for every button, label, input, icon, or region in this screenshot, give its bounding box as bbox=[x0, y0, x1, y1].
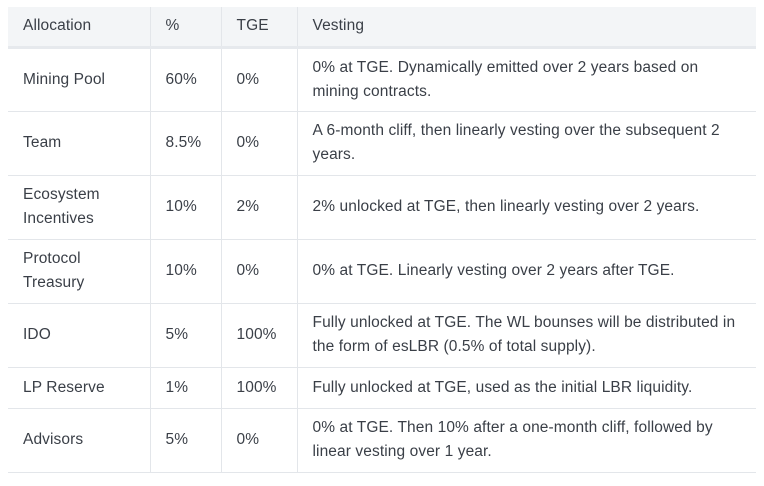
cell-percent: 60% bbox=[149, 47, 221, 112]
cell-allocation: Advisors bbox=[8, 408, 150, 473]
table-row: IDO 5% 100% Fully unlocked at TGE. The W… bbox=[8, 303, 756, 368]
cell-tge: 100% bbox=[220, 303, 297, 368]
table-body: Mining Pool 60% 0% 0% at TGE. Dynamicall… bbox=[8, 47, 756, 473]
header-vesting: Vesting bbox=[296, 7, 756, 47]
cell-tge: 2% bbox=[220, 175, 297, 240]
cell-tge: 0% bbox=[220, 239, 297, 304]
cell-vesting: A 6-month cliff, then linearly vesting o… bbox=[296, 111, 756, 176]
cell-allocation: IDO bbox=[8, 303, 150, 368]
table-row: Protocol Treasury 10% 0% 0% at TGE. Line… bbox=[8, 239, 756, 304]
cell-allocation: LP Reserve bbox=[8, 367, 150, 409]
cell-tge: 0% bbox=[220, 408, 297, 473]
table-row: Advisors 5% 0% 0% at TGE. Then 10% after… bbox=[8, 408, 756, 473]
cell-tge: 100% bbox=[220, 367, 297, 409]
header-row: Allocation % TGE Vesting bbox=[8, 7, 756, 47]
header-tge: TGE bbox=[220, 7, 297, 47]
cell-percent: 10% bbox=[149, 239, 221, 304]
cell-vesting: 0% at TGE. Dynamically emitted over 2 ye… bbox=[296, 47, 756, 112]
cell-tge: 0% bbox=[220, 111, 297, 176]
cell-vesting: 2% unlocked at TGE, then linearly vestin… bbox=[296, 175, 756, 240]
cell-vesting: Fully unlocked at TGE. The WL bounses wi… bbox=[296, 303, 756, 368]
table-row: LP Reserve 1% 100% Fully unlocked at TGE… bbox=[8, 367, 756, 409]
allocation-table: Allocation % TGE Vesting Mining Pool 60%… bbox=[8, 7, 756, 473]
cell-percent: 1% bbox=[149, 367, 221, 409]
table-row: Ecosystem Incentives 10% 2% 2% unlocked … bbox=[8, 175, 756, 240]
cell-percent: 5% bbox=[149, 408, 221, 473]
cell-percent: 8.5% bbox=[149, 111, 221, 176]
header-percent: % bbox=[149, 7, 221, 47]
cell-allocation: Ecosystem Incentives bbox=[8, 175, 150, 240]
table-row: Mining Pool 60% 0% 0% at TGE. Dynamicall… bbox=[8, 47, 756, 112]
cell-allocation: Mining Pool bbox=[8, 47, 150, 112]
cell-allocation: Protocol Treasury bbox=[8, 239, 150, 304]
table-row: Team 8.5% 0% A 6-month cliff, then linea… bbox=[8, 111, 756, 176]
header-allocation: Allocation bbox=[23, 17, 92, 35]
cell-allocation: Team bbox=[8, 111, 150, 176]
cell-tge: 0% bbox=[220, 47, 297, 112]
cell-percent: 10% bbox=[149, 175, 221, 240]
cell-percent: 5% bbox=[149, 303, 221, 368]
allocation-table-container: Allocation % TGE Vesting Mining Pool 60%… bbox=[8, 7, 756, 473]
table-header: Allocation % TGE Vesting bbox=[8, 7, 756, 47]
cell-vesting: Fully unlocked at TGE, used as the initi… bbox=[296, 367, 756, 409]
cell-vesting: 0% at TGE. Linearly vesting over 2 years… bbox=[296, 239, 756, 304]
cell-vesting: 0% at TGE. Then 10% after a one-month cl… bbox=[296, 408, 756, 473]
